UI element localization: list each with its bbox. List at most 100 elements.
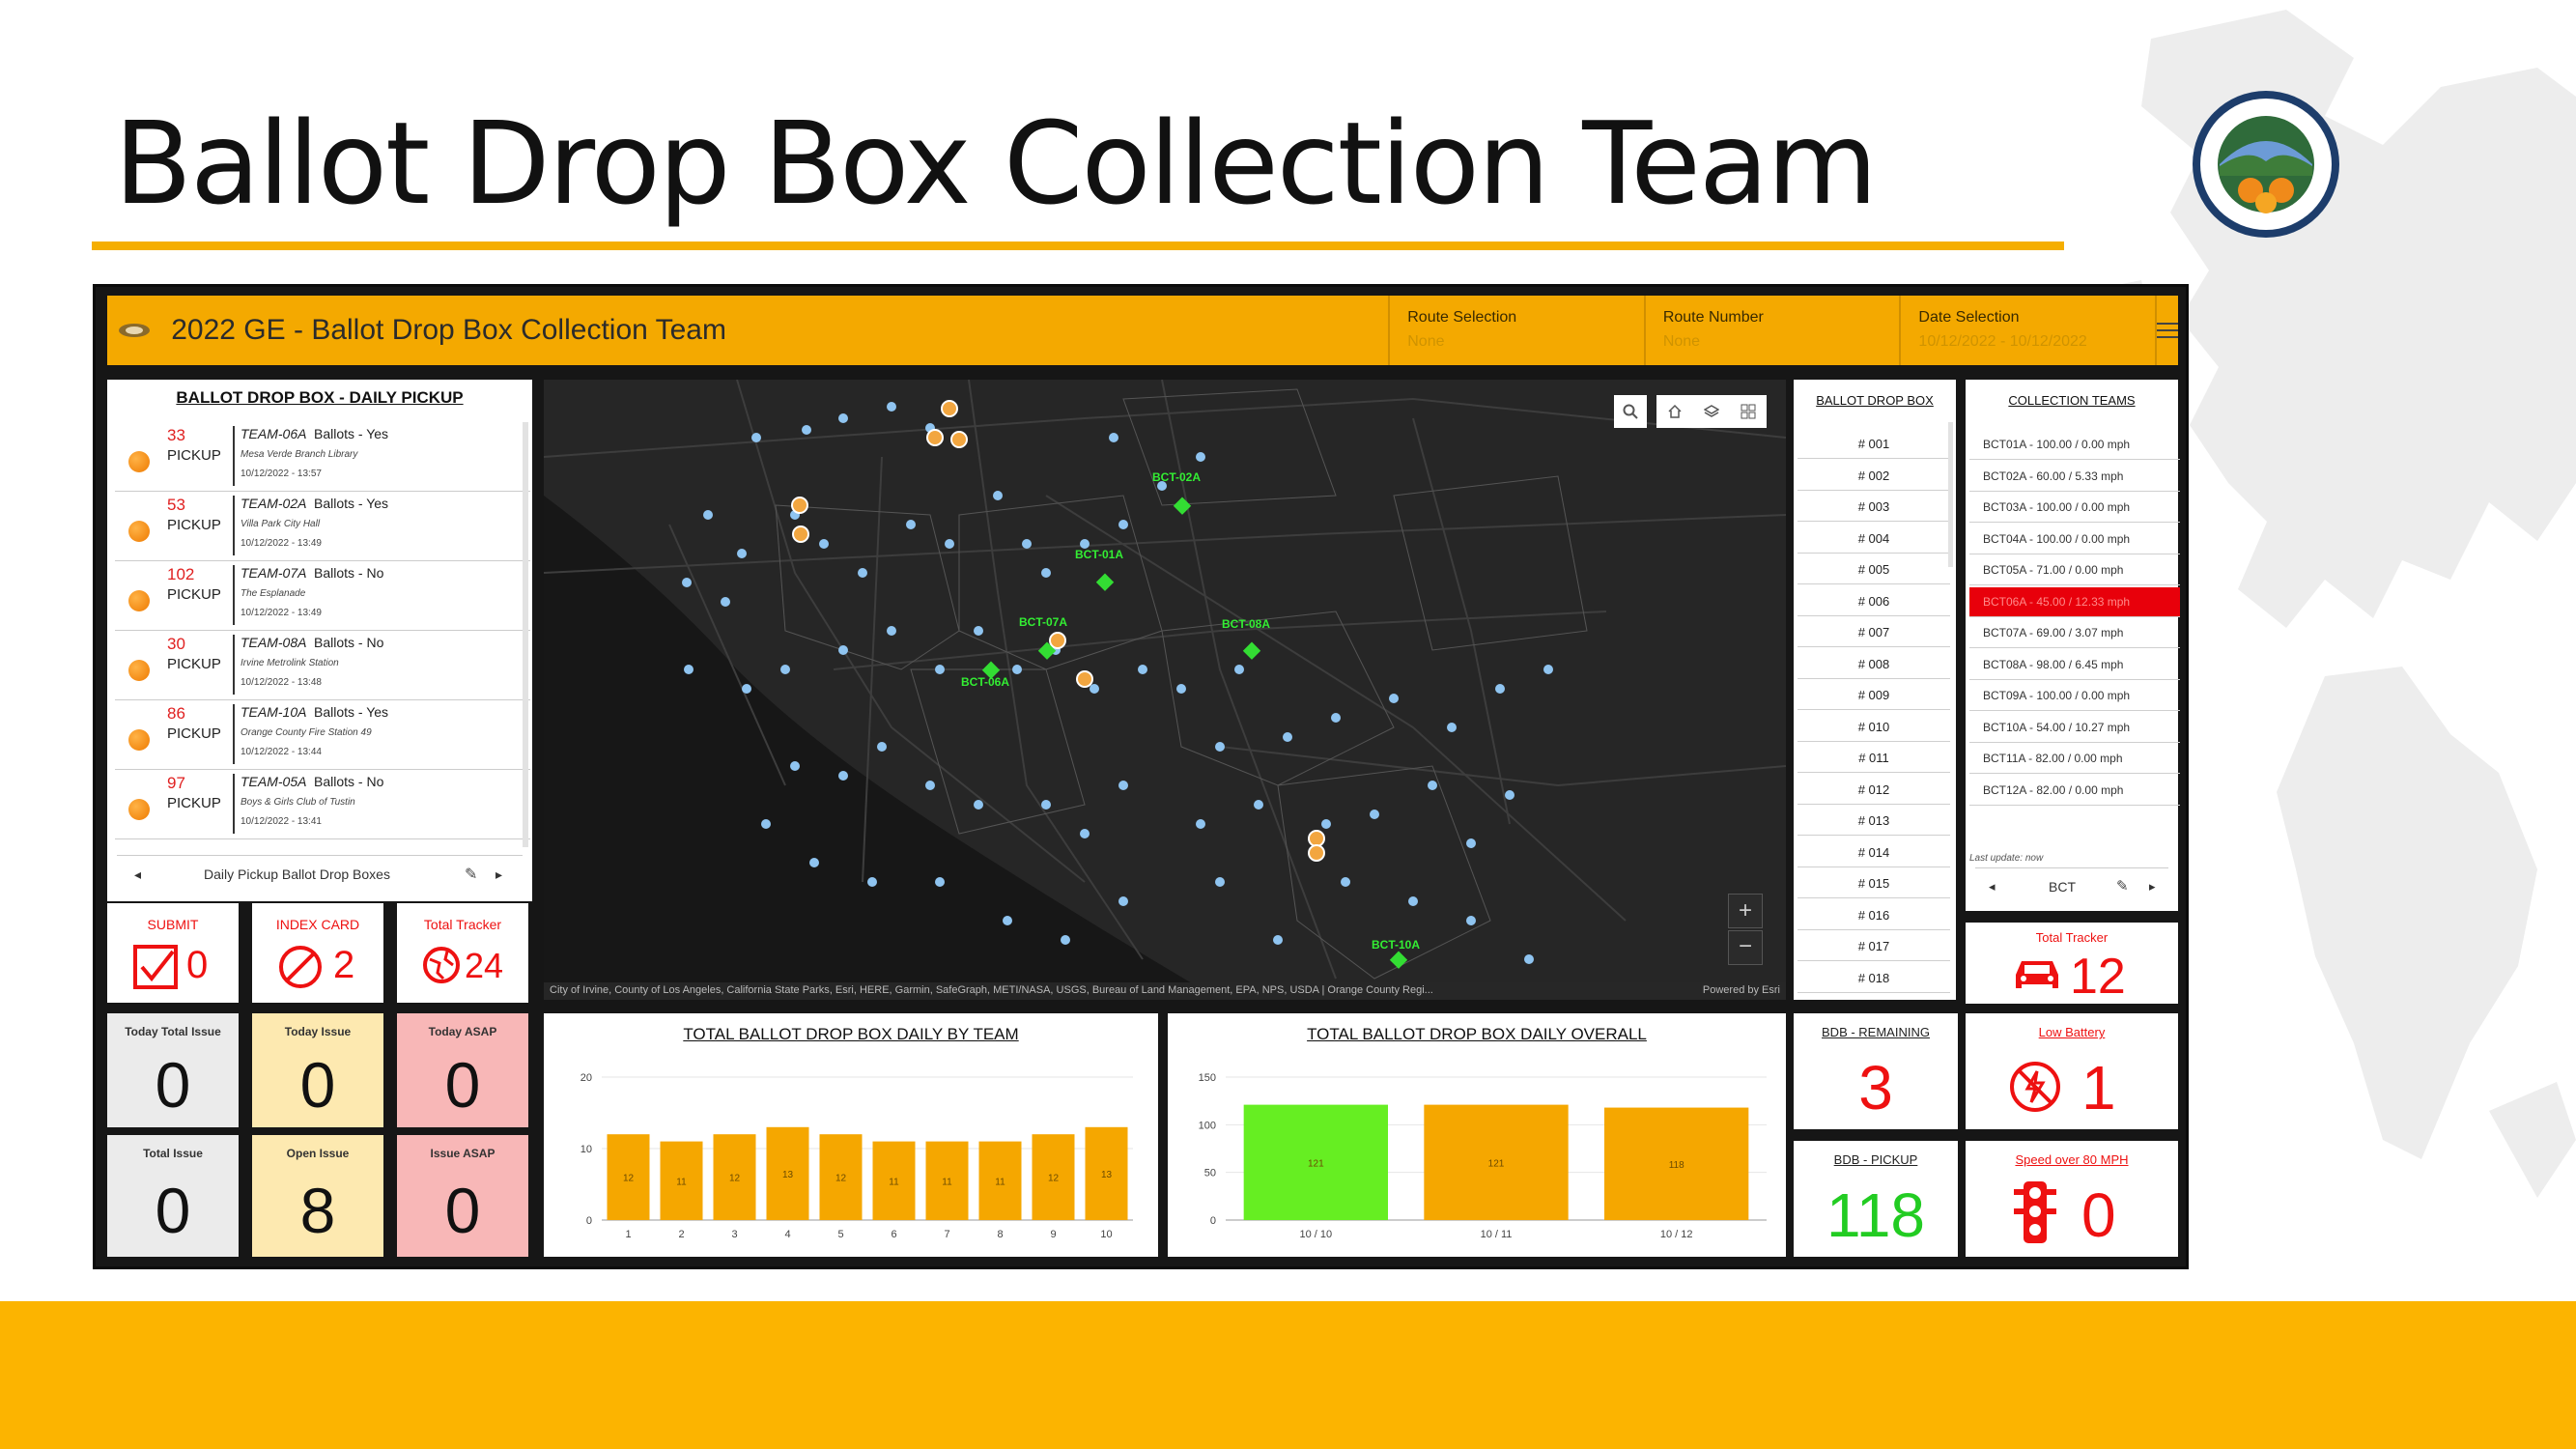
list-item[interactable]: # 008 (1798, 650, 1950, 679)
list-item[interactable]: BCT02A - 60.00 / 5.33 mph (1969, 462, 2180, 492)
route-number-dropdown[interactable]: Route Number None (1643, 296, 1900, 365)
list-item[interactable]: BCT06A - 45.00 / 12.33 mph (1969, 586, 2180, 617)
list-item[interactable]: # 002 (1798, 462, 1950, 491)
bar[interactable] (660, 1141, 703, 1220)
total-tracker-label: Total Tracker (423, 917, 502, 932)
bar[interactable] (978, 1141, 1022, 1220)
app-logo-icon (107, 296, 161, 365)
pickup-number: 33 (167, 426, 185, 444)
list-item[interactable]: # 015 (1798, 869, 1950, 898)
list-item[interactable]: BCT03A - 100.00 / 0.00 mph (1969, 493, 2180, 523)
list-item[interactable]: BCT12A - 82.00 / 0.00 mph (1969, 776, 2180, 806)
route-selection-value: None (1407, 333, 1445, 350)
bar[interactable] (713, 1134, 756, 1220)
divider (233, 426, 235, 486)
list-item[interactable]: # 009 (1798, 681, 1950, 710)
list-item[interactable]: # 013 (1798, 807, 1950, 836)
map-team-label: BCT-01A (1075, 548, 1124, 561)
y-tick-label: 10 (580, 1144, 592, 1155)
map-view[interactable]: BCT-02A BCT-01A BCT-07A BCT-08A BCT-06A … (544, 380, 1786, 1000)
car-icon (2016, 961, 2058, 988)
list-item[interactable]: # 003 (1798, 493, 1950, 522)
home-icon[interactable] (1667, 404, 1683, 419)
list-item[interactable]: # 004 (1798, 525, 1950, 554)
total-tracker-value: 24 (465, 946, 504, 985)
list-item[interactable]: 86 PICKUP TEAM-10A Ballots - Yes Orange … (115, 700, 530, 770)
list-scrollbar[interactable] (1948, 422, 1953, 567)
submit-label: SUBMIT (147, 917, 199, 932)
list-item[interactable]: # 006 (1798, 587, 1950, 616)
route-selection-dropdown[interactable]: Route Selection None (1388, 296, 1644, 365)
layers-icon[interactable] (1704, 404, 1719, 419)
list-item[interactable]: # 012 (1798, 776, 1950, 805)
list-item[interactable]: BCT09A - 100.00 / 0.00 mph (1969, 681, 2180, 711)
edit-icon[interactable]: ✎ (465, 867, 478, 883)
list-item[interactable]: BCT11A - 82.00 / 0.00 mph (1969, 744, 2180, 774)
list-item[interactable]: # 016 (1798, 901, 1950, 930)
list-item[interactable]: 30 PICKUP TEAM-08A Ballots - No Irvine M… (115, 631, 530, 700)
list-item[interactable]: BCT07A - 69.00 / 3.07 mph (1969, 618, 2180, 648)
list-item[interactable]: 97 PICKUP TEAM-05A Ballots - No Boys & G… (115, 770, 530, 839)
list-item[interactable]: BCT10A - 54.00 / 10.27 mph (1969, 713, 2180, 743)
bar[interactable] (819, 1134, 863, 1220)
list-item[interactable]: # 014 (1798, 838, 1950, 867)
list-item[interactable]: # 005 (1798, 555, 1950, 584)
traffic-light-icon (2014, 1181, 2056, 1243)
teams-footer-label: BCT (2049, 879, 2076, 895)
list-item[interactable]: 33 PICKUP TEAM-06A Ballots - Yes Mesa Ve… (115, 422, 530, 492)
next-page-button[interactable]: ▸ (495, 867, 503, 882)
bar[interactable] (1032, 1134, 1075, 1220)
list-item[interactable]: # 001 (1798, 430, 1950, 459)
bar[interactable] (1604, 1107, 1749, 1220)
next-page-button[interactable]: ▸ (2149, 879, 2156, 894)
globe-tracker-icon (423, 947, 460, 983)
total-issue-value: 0 (155, 1175, 191, 1246)
date-selection-value: 10/12/2022 - 10/12/2022 (1918, 333, 2087, 350)
list-item[interactable]: # 017 (1798, 932, 1950, 961)
edit-icon[interactable]: ✎ (2116, 878, 2129, 895)
powered-by-esri[interactable]: Powered by Esri (1702, 984, 1780, 996)
bar-value-label: 12 (729, 1174, 741, 1184)
pickup-team: TEAM-05A (241, 774, 307, 789)
low-battery-tile: Low Battery 1 (1966, 1013, 2178, 1129)
map-toolbar (1656, 395, 1767, 428)
search-icon (1623, 404, 1638, 419)
previous-page-button[interactable]: ◂ (134, 867, 142, 882)
list-item[interactable]: # 010 (1798, 713, 1950, 742)
bar[interactable] (607, 1134, 650, 1220)
date-selection-dropdown[interactable]: Date Selection 10/12/2022 - 10/12/2022 (1899, 296, 2155, 365)
list-item[interactable]: BCT08A - 98.00 / 6.45 mph (1969, 650, 2180, 680)
list-item[interactable]: # 007 (1798, 618, 1950, 647)
list-item[interactable]: BCT04A - 100.00 / 0.00 mph (1969, 525, 2180, 554)
hamburger-menu-button[interactable] (2155, 296, 2179, 365)
zoom-in-button[interactable]: + (1728, 894, 1763, 928)
bar[interactable] (1085, 1126, 1128, 1220)
pickup-time: 10/12/2022 - 13:57 (241, 469, 322, 479)
previous-page-button[interactable]: ◂ (1989, 879, 1996, 894)
list-item[interactable]: BCT05A - 71.00 / 0.00 mph (1969, 555, 2180, 585)
list-scrollbar[interactable] (523, 422, 528, 847)
bdb-remaining-value: 3 (1858, 1053, 1893, 1122)
basemap-gallery-icon[interactable] (1741, 404, 1756, 419)
x-tick-label: 6 (891, 1229, 896, 1240)
drop-box-list-panel: BALLOT DROP BOX # 001 # 002 # 003 # 004 # 00… (1794, 380, 1956, 1000)
list-item[interactable]: 102 PICKUP TEAM-07A Ballots - No The Esp… (115, 561, 530, 631)
daily-pickup-title: BALLOT DROP BOX - DAILY PICKUP (176, 388, 464, 407)
x-tick-label: 7 (944, 1229, 949, 1240)
list-item[interactable]: # 011 (1798, 744, 1950, 773)
map-search-button[interactable] (1614, 395, 1647, 428)
zoom-out-button[interactable]: − (1728, 930, 1763, 965)
bar[interactable] (925, 1141, 969, 1220)
bar[interactable] (872, 1141, 916, 1220)
bar[interactable] (766, 1126, 809, 1220)
list-item[interactable]: 53 PICKUP TEAM-02A Ballots - Yes Villa P… (115, 492, 530, 561)
pickup-ballots: Ballots - No (314, 635, 384, 650)
pickup-word: PICKUP (167, 517, 221, 533)
list-item[interactable]: # 018 (1798, 964, 1950, 993)
bar-value-label: 13 (782, 1170, 794, 1180)
x-tick-label: 2 (678, 1229, 684, 1240)
list-item[interactable]: BCT01A - 100.00 / 0.00 mph (1969, 430, 2180, 460)
bar[interactable] (1424, 1104, 1569, 1220)
bar[interactable] (1243, 1104, 1388, 1220)
